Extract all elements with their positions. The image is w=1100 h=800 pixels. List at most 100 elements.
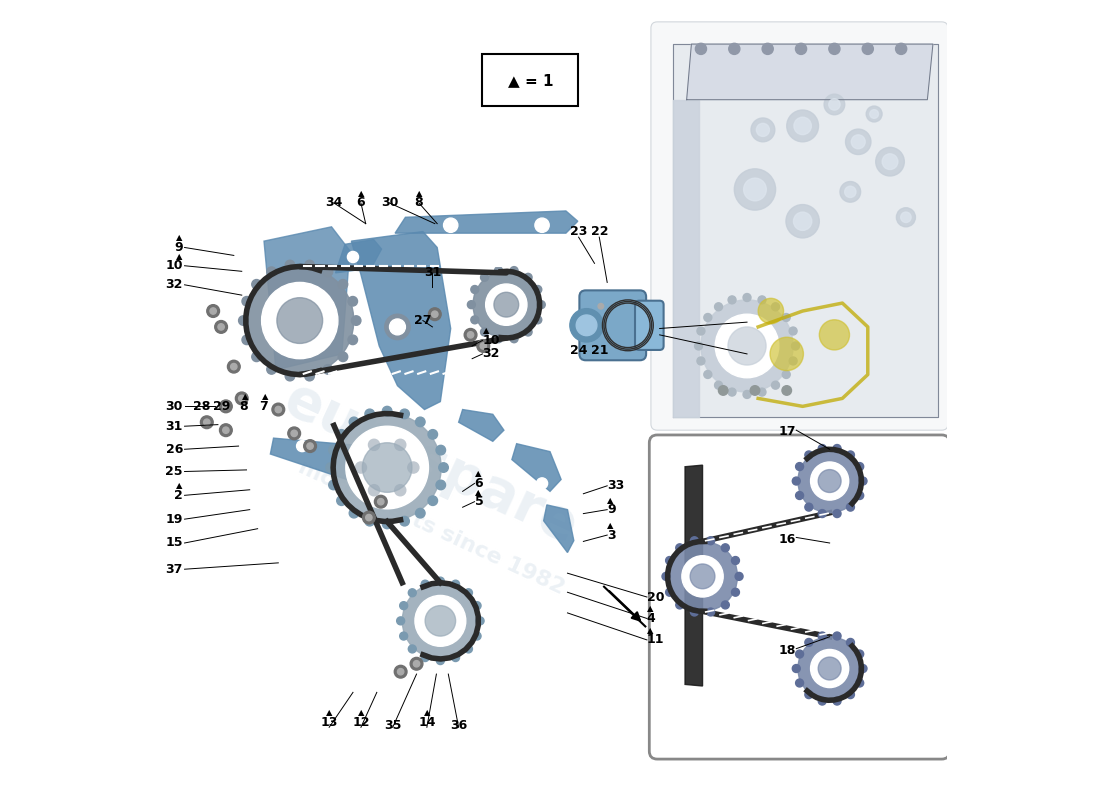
Text: 32: 32 — [483, 347, 499, 361]
Text: 19: 19 — [166, 513, 183, 526]
Circle shape — [732, 557, 739, 565]
Circle shape — [220, 400, 232, 413]
Text: ▲: ▲ — [474, 488, 481, 497]
Circle shape — [735, 169, 776, 210]
Circle shape — [792, 665, 801, 673]
Text: ▲: ▲ — [176, 234, 183, 242]
Circle shape — [856, 491, 864, 499]
Circle shape — [292, 430, 297, 437]
Text: 16: 16 — [779, 533, 796, 546]
Circle shape — [428, 430, 438, 439]
Circle shape — [691, 537, 698, 545]
Polygon shape — [685, 465, 703, 686]
Circle shape — [728, 43, 740, 54]
Circle shape — [239, 316, 249, 326]
Circle shape — [785, 205, 820, 238]
Text: 33: 33 — [607, 479, 625, 492]
Circle shape — [365, 517, 374, 526]
Circle shape — [362, 442, 411, 492]
Text: 5: 5 — [474, 495, 483, 508]
Text: 2: 2 — [174, 489, 183, 502]
Circle shape — [751, 118, 774, 142]
Circle shape — [410, 658, 422, 670]
Circle shape — [856, 650, 864, 658]
Circle shape — [245, 266, 354, 374]
Circle shape — [425, 606, 455, 636]
Circle shape — [744, 178, 767, 201]
Circle shape — [675, 601, 684, 609]
Text: 25: 25 — [165, 465, 183, 478]
Circle shape — [805, 503, 813, 511]
Circle shape — [252, 279, 262, 289]
Circle shape — [437, 657, 444, 665]
Circle shape — [403, 582, 478, 659]
Text: eurospare: eurospare — [275, 372, 586, 555]
Circle shape — [235, 392, 249, 405]
Text: ▲: ▲ — [647, 626, 653, 635]
Circle shape — [329, 480, 339, 490]
Circle shape — [792, 342, 800, 350]
Circle shape — [452, 654, 460, 662]
Circle shape — [285, 260, 295, 270]
Circle shape — [477, 340, 490, 352]
Text: 37: 37 — [166, 562, 183, 576]
Circle shape — [782, 370, 790, 378]
Text: ▲: ▲ — [326, 709, 332, 718]
Circle shape — [896, 208, 915, 227]
Circle shape — [706, 537, 715, 545]
Text: ▲: ▲ — [242, 392, 249, 402]
Text: ▲: ▲ — [416, 189, 422, 198]
Circle shape — [795, 491, 804, 499]
Text: 30: 30 — [166, 400, 183, 413]
Circle shape — [368, 439, 379, 450]
Circle shape — [399, 602, 408, 610]
Polygon shape — [459, 410, 504, 442]
Text: ▲: ▲ — [483, 326, 490, 335]
Circle shape — [715, 302, 723, 310]
Text: 7: 7 — [260, 400, 268, 413]
Circle shape — [537, 478, 548, 489]
Circle shape — [805, 638, 813, 646]
Circle shape — [374, 495, 387, 508]
FancyBboxPatch shape — [635, 301, 663, 350]
Circle shape — [728, 296, 736, 304]
Text: 6: 6 — [356, 197, 365, 210]
Circle shape — [757, 123, 770, 137]
Text: 35: 35 — [384, 719, 402, 732]
Text: ▲ = 1: ▲ = 1 — [508, 73, 553, 88]
Text: 9: 9 — [607, 503, 616, 516]
Circle shape — [862, 43, 873, 54]
Circle shape — [275, 406, 282, 413]
Circle shape — [231, 363, 236, 370]
Circle shape — [452, 580, 460, 588]
Circle shape — [537, 301, 546, 309]
Text: ▲: ▲ — [176, 252, 183, 261]
Circle shape — [859, 665, 867, 673]
Circle shape — [200, 416, 213, 429]
Circle shape — [365, 409, 374, 418]
Circle shape — [395, 485, 406, 496]
Circle shape — [818, 632, 826, 640]
Circle shape — [859, 477, 867, 485]
Circle shape — [570, 309, 603, 342]
Circle shape — [833, 697, 842, 705]
Circle shape — [595, 301, 606, 312]
Text: motor parts since 1982: motor parts since 1982 — [295, 457, 568, 598]
Circle shape — [350, 471, 361, 482]
Circle shape — [408, 462, 419, 473]
Circle shape — [524, 274, 532, 282]
Circle shape — [397, 669, 404, 675]
Circle shape — [443, 218, 458, 232]
Circle shape — [464, 329, 477, 342]
Circle shape — [222, 427, 229, 434]
Circle shape — [429, 308, 441, 321]
Polygon shape — [512, 444, 561, 491]
Circle shape — [439, 462, 449, 472]
Circle shape — [329, 446, 339, 455]
Circle shape — [252, 352, 262, 362]
Circle shape — [856, 679, 864, 687]
Circle shape — [395, 439, 406, 450]
Circle shape — [355, 462, 366, 473]
Circle shape — [394, 666, 407, 678]
Polygon shape — [673, 44, 937, 418]
